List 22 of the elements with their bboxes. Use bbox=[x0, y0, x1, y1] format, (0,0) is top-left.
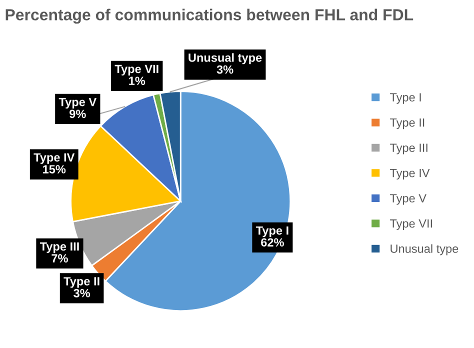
data-label: 15% bbox=[43, 165, 66, 174]
legend-label: Type I bbox=[390, 93, 421, 104]
data-label: 7% bbox=[52, 254, 68, 262]
slice-label: Unusual type bbox=[188, 53, 262, 64]
data-label: 1% bbox=[129, 76, 146, 85]
legend-label: Type III bbox=[390, 144, 428, 154]
slice-label: Type V bbox=[58, 98, 96, 109]
data-label: 62% bbox=[261, 238, 284, 247]
slice-label: Type III bbox=[40, 242, 79, 253]
legend-label: Type VII bbox=[390, 219, 432, 230]
legend-label: Type IV bbox=[390, 168, 430, 180]
legend-label: Unusual type bbox=[390, 244, 458, 256]
chart-title: Percentage of communications between FHL and FDL bbox=[6, 8, 414, 24]
legend-label: Type II bbox=[390, 118, 424, 130]
data-label: 9% bbox=[70, 110, 86, 118]
slice-label: Type IV bbox=[34, 153, 75, 164]
slice-label: Type VII bbox=[114, 64, 158, 76]
slice-label: Type I bbox=[256, 226, 288, 238]
data-label: 3% bbox=[74, 288, 90, 298]
slice-label: Type II bbox=[64, 277, 100, 288]
data-label: 3% bbox=[216, 65, 234, 74]
legend-label: Type V bbox=[390, 194, 426, 205]
